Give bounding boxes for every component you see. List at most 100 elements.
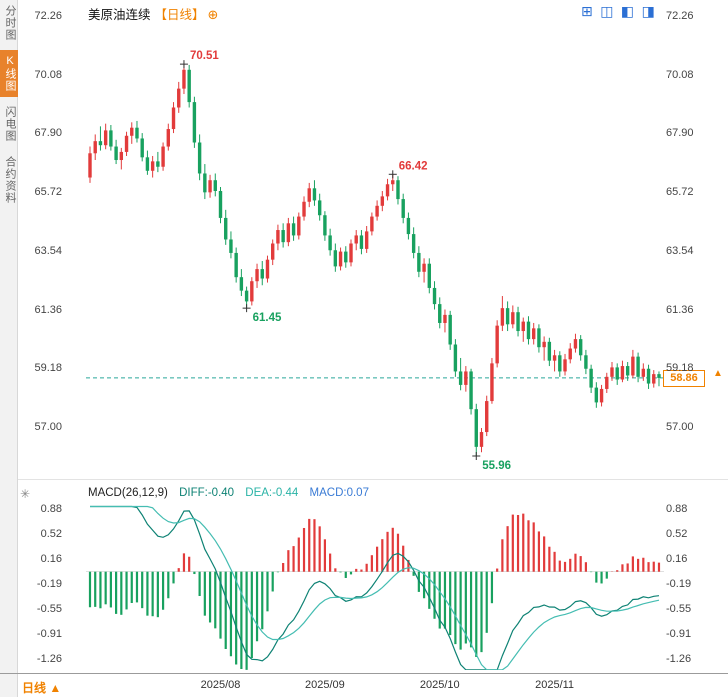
price-axis-label: 57.00 — [666, 421, 694, 433]
candle — [370, 212, 374, 236]
price-axis-label: 63.54 — [666, 244, 694, 257]
candle — [140, 133, 144, 162]
candle — [516, 306, 520, 337]
price-annotation: 70.51 — [179, 50, 219, 69]
svg-text:66.42: 66.42 — [399, 160, 428, 172]
macd-axis-label: 0.16 — [40, 553, 62, 566]
dea-line — [90, 505, 660, 670]
layout-split-vertical-icon[interactable]: ◫ — [600, 3, 614, 19]
candle — [521, 317, 525, 342]
candle — [657, 371, 661, 387]
candle — [182, 64, 186, 95]
candle — [417, 246, 421, 278]
candle — [448, 310, 452, 350]
candle — [615, 363, 619, 385]
macd-axis-label: 0.16 — [666, 553, 688, 566]
candle — [250, 277, 254, 306]
macd-axis-label: -0.91 — [36, 628, 62, 641]
candle — [171, 102, 176, 134]
candle — [443, 309, 447, 333]
candle — [396, 176, 400, 205]
candle — [359, 230, 364, 255]
macd-chart[interactable] — [86, 505, 664, 670]
price-axis-label: 70.08 — [34, 68, 62, 81]
macd-axis-label: -0.19 — [36, 578, 62, 590]
candle — [458, 357, 463, 391]
price-axis-label: 61.36 — [34, 303, 62, 316]
candle — [349, 239, 353, 267]
svg-text:61.45: 61.45 — [253, 312, 282, 324]
candle — [312, 180, 317, 206]
candle — [453, 339, 458, 377]
indicator-settings-icon[interactable]: ✳ — [20, 487, 31, 501]
candle — [338, 247, 343, 271]
candle — [208, 174, 212, 198]
candle — [385, 178, 390, 201]
candle — [578, 335, 583, 361]
macd-title: MACD(26,12,9) — [88, 487, 168, 499]
price-axis-label: 57.00 — [34, 421, 62, 433]
macd-axis-label: 0.52 — [40, 528, 62, 541]
macd-macd-value: MACD:0.07 — [309, 487, 369, 499]
candle — [532, 322, 536, 345]
candle — [558, 351, 562, 377]
candle — [124, 131, 129, 156]
macd-axis-label: 0.88 — [40, 503, 62, 515]
macd-histogram — [88, 513, 661, 670]
candle — [88, 146, 92, 183]
period-selector[interactable]: 日线 ▲ — [22, 681, 62, 695]
macd-axis-label: -0.19 — [666, 578, 692, 590]
candle — [166, 123, 170, 151]
candle — [156, 151, 160, 173]
candle — [119, 147, 124, 170]
candle — [537, 324, 541, 353]
candle — [631, 349, 635, 379]
candle — [177, 81, 181, 113]
candle — [281, 223, 285, 248]
price-axis-label: 72.26 — [666, 10, 694, 22]
x-axis-label: 2025/11 — [535, 679, 575, 691]
price-axis-label: 63.54 — [34, 244, 62, 257]
candle — [599, 384, 604, 407]
candle — [192, 96, 197, 148]
price-annotation: 66.42 — [388, 160, 428, 179]
price-axis-label: 59.18 — [34, 362, 62, 375]
candle — [203, 164, 207, 200]
layout-right-panel-icon[interactable]: ◨ — [641, 3, 655, 19]
candle — [161, 142, 165, 171]
candle — [485, 395, 489, 437]
price-annotation: 55.96 — [472, 452, 511, 472]
candle — [307, 182, 311, 208]
x-axis-label: 2025/09 — [305, 679, 345, 691]
candle — [646, 364, 651, 389]
candle — [411, 227, 416, 259]
svg-text:70.51: 70.51 — [190, 50, 219, 62]
candle — [218, 186, 223, 224]
layout-grid-icon[interactable]: ⊞ — [581, 3, 593, 19]
candlestick-chart[interactable]: 70.51 66.42 61.45 55.96 — [86, 8, 664, 480]
macd-axis-label: -0.55 — [666, 603, 692, 616]
candle — [333, 243, 338, 272]
last-price-tag: 58.86 — [663, 369, 705, 387]
candle — [224, 209, 228, 245]
instrument-title: 美原油连续 — [88, 8, 151, 22]
layout-left-panel-icon[interactable]: ◧ — [620, 3, 635, 19]
candle — [328, 228, 332, 256]
candle — [641, 363, 646, 381]
candle — [568, 343, 572, 364]
candle — [364, 226, 369, 253]
candle — [375, 200, 379, 221]
add-indicator-icon[interactable]: ⊕ — [207, 7, 219, 22]
candle — [469, 368, 473, 415]
candle — [323, 211, 327, 241]
svg-text:55.96: 55.96 — [482, 460, 511, 472]
sidebar-item-time-chart[interactable]: 分时图 — [4, 5, 16, 41]
sidebar-item-kline-chart[interactable]: K线图 — [0, 50, 18, 97]
macd-header: MACD(26,12,9) DIFF:-0.40 DEA:-0.44 MACD:… — [88, 487, 369, 499]
sidebar-item-flash-chart[interactable]: 闪电图 — [4, 106, 16, 142]
candle — [255, 263, 259, 288]
sidebar-item-contract-info[interactable]: 合约资料 — [4, 156, 16, 204]
candle — [563, 353, 567, 376]
candle — [229, 231, 233, 259]
macd-axis-label: -1.26 — [666, 653, 692, 665]
